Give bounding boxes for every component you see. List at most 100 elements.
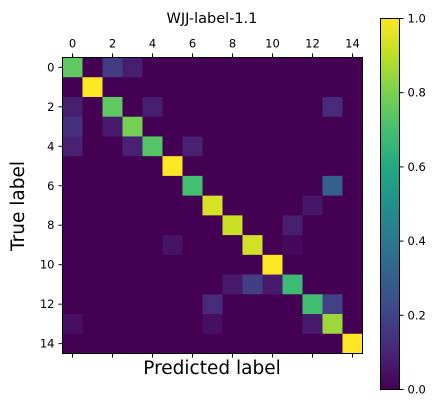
heatmap-cell (282, 333, 303, 354)
heatmap-cell (322, 215, 343, 236)
y-tick-label: 2 (47, 100, 54, 114)
heatmap-cell (302, 96, 323, 118)
heatmap-cell (162, 215, 183, 236)
heatmap-cell (242, 57, 263, 78)
heatmap-cell (82, 294, 103, 315)
heatmap-cell (222, 314, 243, 335)
x-axis-ticks: 0 2 4 6 8 10 12 14 (69, 37, 360, 358)
heatmap-cell (102, 333, 123, 354)
heatmap-cell (162, 274, 183, 295)
colorbar-tick-label: 0.6 (408, 160, 426, 174)
heatmap-cell (162, 156, 183, 177)
heatmap-cell (282, 274, 303, 295)
heatmap-cell (82, 254, 103, 275)
heatmap-cell (162, 294, 183, 315)
heatmap-cell (322, 175, 343, 197)
heatmap-cell (142, 175, 163, 197)
heatmap-cell (82, 57, 103, 78)
x-axis-label: Predicted label (143, 358, 280, 379)
heatmap-cell (82, 333, 103, 354)
heatmap-cell (322, 77, 343, 98)
heatmap-cell (202, 294, 223, 315)
heatmap-cell (282, 215, 303, 236)
heatmap-cell (302, 215, 323, 236)
heatmap-cell (102, 175, 123, 197)
heatmap-cell (302, 57, 323, 78)
y-axis-ticks: 0 2 4 6 8 10 12 14 (40, 60, 63, 351)
heatmap-cell (322, 96, 343, 118)
heatmap-cell (282, 314, 303, 335)
heatmap-cell (142, 274, 163, 295)
y-tick-label: 4 (47, 139, 54, 153)
heatmap-cell (202, 136, 223, 157)
heatmap-cell (182, 136, 203, 157)
heatmap-cell (262, 156, 283, 177)
heatmap-cell (182, 314, 203, 335)
heatmap-cell (322, 195, 343, 216)
heatmap-cell (242, 77, 263, 98)
heatmap-cell (282, 136, 303, 157)
heatmap-cell (162, 116, 183, 137)
heatmap-cell (262, 274, 283, 295)
heatmap-cell (162, 57, 183, 78)
heatmap-cell (62, 96, 83, 118)
colorbar-tick-label: 0.2 (408, 308, 426, 322)
heatmap-cell (202, 77, 223, 98)
heatmap-cell (82, 175, 103, 197)
heatmap-cell (242, 294, 263, 315)
heatmap-cell (182, 77, 203, 98)
heatmap-cell (302, 294, 323, 315)
x-tick-label: 2 (109, 37, 116, 51)
heatmap-cell (142, 314, 163, 335)
heatmap-cell (162, 175, 183, 197)
heatmap-cell (282, 116, 303, 137)
heatmap-cell (282, 294, 303, 315)
heatmap-cell (82, 116, 103, 137)
colorbar-frame (380, 18, 400, 390)
heatmap-cell (342, 314, 363, 335)
heatmap-cell (282, 57, 303, 78)
x-tick-label: 6 (189, 37, 196, 51)
heatmap-cell (102, 96, 123, 118)
heatmap-cell (202, 333, 223, 354)
x-tick-label: 12 (305, 37, 320, 51)
heatmap-cell (302, 254, 323, 275)
heatmap-cell (182, 195, 203, 216)
heatmap-cell (282, 235, 303, 256)
heatmap-cell (82, 215, 103, 236)
y-tick-label: 14 (40, 337, 55, 351)
heatmap-cell (62, 215, 83, 236)
heatmap-cell (122, 235, 143, 256)
heatmap-cell (182, 215, 203, 236)
x-tick-label: 14 (345, 37, 360, 51)
heatmap-cell (302, 136, 323, 157)
heatmap-cell (102, 254, 123, 275)
heatmap-cell (222, 294, 243, 315)
heatmap-cell (122, 57, 143, 78)
heatmap-cell (142, 136, 163, 157)
heatmap-cell (62, 274, 83, 295)
heatmap-cell (202, 57, 223, 78)
heatmap-cell (202, 195, 223, 216)
heatmap-cell (282, 175, 303, 197)
heatmap-cell (202, 175, 223, 197)
heatmap-cell (102, 57, 123, 78)
y-tick-label: 8 (47, 218, 54, 232)
heatmap-cell (302, 333, 323, 354)
colorbar-tick-label: 0.4 (408, 234, 426, 248)
heatmap-cell (142, 294, 163, 315)
heatmap-cell (242, 314, 263, 335)
y-tick-label: 0 (47, 60, 54, 74)
chart-title: WJJ-label-1.1 (167, 11, 258, 27)
heatmap-cell (162, 96, 183, 118)
heatmap-cell (182, 254, 203, 275)
heatmap-cell (102, 77, 123, 98)
heatmap-cell (142, 96, 163, 118)
heatmap-cell (322, 235, 343, 256)
heatmap-cell (142, 156, 163, 177)
heatmap-cell (62, 294, 83, 315)
heatmap-cell (242, 235, 263, 256)
heatmap-cell (182, 96, 203, 118)
heatmap-cell (142, 215, 163, 236)
x-tick-label: 0 (69, 37, 76, 51)
